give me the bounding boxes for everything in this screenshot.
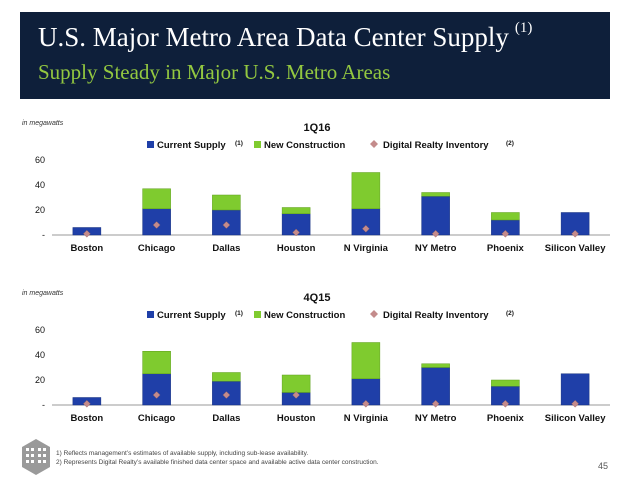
y-tick-label: 60 bbox=[35, 155, 45, 165]
marker-digital-realty-inventory-ny-metro bbox=[431, 229, 440, 238]
marker-digital-realty-inventory-chicago bbox=[152, 391, 161, 399]
chart-svg-1q16: in megawatts 1Q16 Current Supply (1) New Con… bbox=[22, 120, 610, 254]
chart-1q16: in megawatts 1Q16 Current Supply (1) New Con… bbox=[0, 114, 640, 274]
title-footnote-marker: (1) bbox=[514, 20, 533, 36]
y-tick-label: 20 bbox=[35, 205, 45, 215]
unit-label: in megawatts bbox=[22, 120, 64, 127]
legend-label-new-construction: New Construction bbox=[264, 310, 345, 321]
legend-note-digital-realty-inventory: (2) bbox=[506, 310, 514, 317]
footnote-1: 1) Reflects management’s estimates of av… bbox=[56, 450, 309, 457]
bar-new-construction-ny-metro bbox=[421, 363, 450, 368]
chart-4q15: in megawatts 4Q15 Current Supply (1) New Con… bbox=[0, 284, 640, 444]
legend-label-digital-realty-inventory: Digital Realty Inventory bbox=[383, 140, 489, 151]
y-tick-label: 60 bbox=[35, 325, 45, 335]
marker-digital-realty-inventory-silicon-valley bbox=[571, 399, 579, 408]
marker-digital-realty-inventory-boston bbox=[83, 229, 91, 238]
x-tick-label-phoenix: Phoenix bbox=[487, 413, 525, 424]
y-tick-label: - bbox=[42, 400, 45, 410]
bar-new-construction-dallas bbox=[212, 194, 241, 211]
x-tick-label-dallas: Dallas bbox=[212, 413, 240, 424]
legend-label-new-construction: New Construction bbox=[264, 140, 345, 151]
x-tick-label-phoenix: Phoenix bbox=[487, 243, 525, 254]
chart-title: 1Q16 bbox=[304, 122, 331, 134]
unit-label: in megawatts bbox=[22, 290, 64, 297]
marker-digital-realty-inventory-silicon-valley bbox=[571, 229, 579, 238]
x-tick-label-silicon-valley: Silicon Valley bbox=[545, 243, 606, 254]
y-tick-label: - bbox=[42, 230, 45, 240]
page-title: U.S. Major Metro Area Data Center Supply… bbox=[38, 20, 533, 52]
legend-marker-digital-realty-inventory bbox=[370, 310, 378, 318]
chart-svg-4q15: in megawatts 4Q15 Current Supply (1) New Con… bbox=[22, 290, 610, 424]
x-tick-label-n-virginia: N Virginia bbox=[344, 413, 389, 424]
bar-new-construction-phoenix bbox=[491, 212, 520, 221]
footnote-2: 2) Represents Digital Realty’s available… bbox=[56, 459, 379, 466]
x-tick-label-boston: Boston bbox=[71, 243, 104, 254]
x-tick-label-ny-metro: NY Metro bbox=[415, 413, 457, 424]
x-tick-label-chicago: Chicago bbox=[138, 413, 176, 424]
marker-digital-realty-inventory-houston bbox=[292, 228, 300, 237]
page-number: 45 bbox=[598, 461, 609, 471]
legend-note-current-supply: (1) bbox=[235, 310, 243, 317]
x-tick-label-silicon-valley: Silicon Valley bbox=[545, 413, 606, 424]
marker-digital-realty-inventory-houston bbox=[292, 391, 300, 399]
legend-note-digital-realty-inventory: (2) bbox=[506, 140, 514, 147]
bar-new-construction-n-virginia bbox=[351, 342, 381, 379]
legend-label-digital-realty-inventory: Digital Realty Inventory bbox=[383, 310, 489, 321]
x-tick-label-houston: Houston bbox=[277, 413, 316, 424]
bar-new-construction-houston bbox=[281, 207, 311, 214]
page-subtitle: Supply Steady in Major U.S. Metro Areas bbox=[38, 60, 391, 84]
bar-current-supply-ny-metro bbox=[421, 367, 450, 406]
marker-digital-realty-inventory-phoenix bbox=[501, 229, 510, 238]
x-tick-label-houston: Houston bbox=[277, 243, 316, 254]
legend-swatch-current-supply bbox=[147, 141, 154, 148]
bar-current-supply-ny-metro bbox=[421, 196, 450, 236]
x-tick-label-dallas: Dallas bbox=[212, 243, 240, 254]
x-tick-label-n-virginia: N Virginia bbox=[344, 243, 389, 254]
bar-new-construction-chicago bbox=[142, 188, 171, 209]
marker-digital-realty-inventory-phoenix bbox=[501, 399, 510, 408]
bar-new-construction-dallas bbox=[212, 372, 241, 382]
marker-digital-realty-inventory-ny-metro bbox=[431, 399, 440, 408]
company-logo-icon bbox=[22, 439, 50, 475]
y-tick-label: 40 bbox=[35, 350, 45, 360]
marker-digital-realty-inventory-n-virginia bbox=[362, 224, 370, 233]
legend-marker-digital-realty-inventory bbox=[370, 140, 378, 148]
marker-digital-realty-inventory-n-virginia bbox=[362, 399, 370, 408]
legend-label-current-supply: Current Supply bbox=[157, 310, 226, 321]
bar-current-supply-chicago bbox=[142, 373, 171, 406]
bar-current-supply-silicon-valley bbox=[560, 373, 590, 406]
y-tick-label: 40 bbox=[35, 180, 45, 190]
marker-digital-realty-inventory-dallas bbox=[222, 391, 231, 399]
legend-note-current-supply: (1) bbox=[235, 140, 243, 147]
legend-swatch-new-construction bbox=[254, 141, 261, 148]
bar-new-construction-chicago bbox=[142, 351, 171, 374]
bar-new-construction-phoenix bbox=[491, 379, 520, 387]
y-tick-label: 20 bbox=[35, 375, 45, 385]
legend-label-current-supply: Current Supply bbox=[157, 140, 226, 151]
chart-title: 4Q15 bbox=[304, 292, 331, 304]
x-tick-label-chicago: Chicago bbox=[138, 243, 176, 254]
x-tick-label-boston: Boston bbox=[71, 413, 104, 424]
legend-swatch-current-supply bbox=[147, 311, 154, 318]
bar-new-construction-n-virginia bbox=[351, 172, 381, 209]
marker-digital-realty-inventory-chicago bbox=[152, 221, 161, 229]
bar-new-construction-houston bbox=[281, 374, 311, 393]
marker-digital-realty-inventory-boston bbox=[83, 399, 91, 408]
bar-new-construction-ny-metro bbox=[421, 192, 450, 197]
header-banner: U.S. Major Metro Area Data Center Supply… bbox=[20, 12, 610, 99]
footnotes: 1) Reflects management’s estimates of av… bbox=[56, 449, 379, 467]
legend-swatch-new-construction bbox=[254, 311, 261, 318]
marker-digital-realty-inventory-dallas bbox=[222, 221, 231, 229]
x-tick-label-ny-metro: NY Metro bbox=[415, 243, 457, 254]
